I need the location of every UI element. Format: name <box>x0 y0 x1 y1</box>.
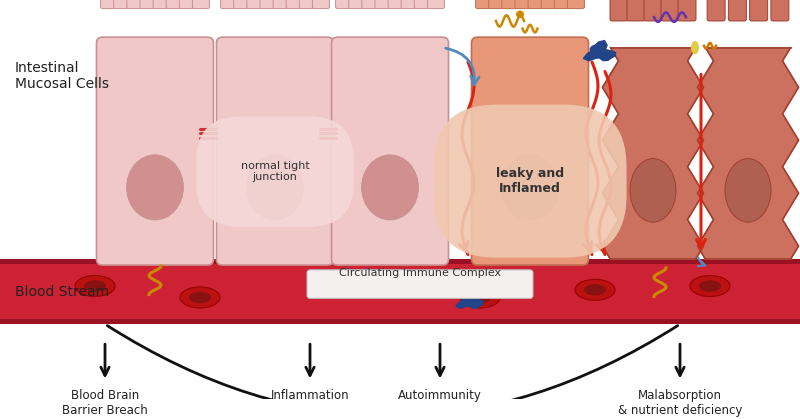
FancyBboxPatch shape <box>678 0 696 21</box>
FancyBboxPatch shape <box>707 0 725 21</box>
FancyBboxPatch shape <box>388 0 405 8</box>
Text: leaky and
Inflamed: leaky and Inflamed <box>496 167 564 195</box>
Ellipse shape <box>584 284 606 295</box>
Ellipse shape <box>575 279 615 300</box>
FancyBboxPatch shape <box>728 0 746 21</box>
Bar <box>0 259 800 264</box>
FancyBboxPatch shape <box>401 0 418 8</box>
FancyBboxPatch shape <box>331 37 449 265</box>
FancyBboxPatch shape <box>349 0 366 8</box>
Ellipse shape <box>725 158 771 222</box>
FancyBboxPatch shape <box>101 0 118 8</box>
FancyArrowPatch shape <box>446 48 479 85</box>
FancyBboxPatch shape <box>260 0 277 8</box>
Ellipse shape <box>84 280 106 292</box>
FancyBboxPatch shape <box>427 0 445 8</box>
Polygon shape <box>698 48 798 259</box>
Ellipse shape <box>126 155 183 220</box>
FancyBboxPatch shape <box>489 0 506 8</box>
FancyBboxPatch shape <box>335 0 353 8</box>
FancyBboxPatch shape <box>166 0 183 8</box>
Ellipse shape <box>516 10 524 18</box>
Text: Intestinal
Mucosal Cells: Intestinal Mucosal Cells <box>15 61 109 91</box>
FancyBboxPatch shape <box>554 0 571 8</box>
FancyArrowPatch shape <box>107 326 678 416</box>
FancyBboxPatch shape <box>375 0 392 8</box>
Polygon shape <box>602 48 703 259</box>
FancyBboxPatch shape <box>502 0 519 8</box>
Ellipse shape <box>189 292 211 303</box>
FancyBboxPatch shape <box>528 0 545 8</box>
FancyBboxPatch shape <box>307 270 533 298</box>
FancyBboxPatch shape <box>627 0 645 21</box>
Text: Blood Stream: Blood Stream <box>15 285 109 299</box>
Polygon shape <box>456 291 483 308</box>
Ellipse shape <box>502 155 558 220</box>
FancyBboxPatch shape <box>140 0 157 8</box>
Text: normal tight
junction: normal tight junction <box>241 161 310 182</box>
FancyBboxPatch shape <box>644 0 662 21</box>
FancyBboxPatch shape <box>471 37 589 265</box>
FancyBboxPatch shape <box>221 0 238 8</box>
FancyBboxPatch shape <box>234 0 250 8</box>
Ellipse shape <box>180 287 220 308</box>
Bar <box>0 319 800 324</box>
Ellipse shape <box>75 276 115 297</box>
FancyBboxPatch shape <box>299 0 316 8</box>
Text: Autoimmunity: Autoimmunity <box>398 389 482 402</box>
FancyBboxPatch shape <box>217 37 334 265</box>
FancyBboxPatch shape <box>661 0 679 21</box>
FancyBboxPatch shape <box>475 0 493 8</box>
FancyBboxPatch shape <box>153 0 170 8</box>
FancyBboxPatch shape <box>567 0 585 8</box>
Bar <box>0 259 800 324</box>
FancyBboxPatch shape <box>313 0 330 8</box>
FancyBboxPatch shape <box>286 0 303 8</box>
Ellipse shape <box>460 287 500 308</box>
FancyArrowPatch shape <box>698 257 705 266</box>
Ellipse shape <box>344 280 366 292</box>
FancyBboxPatch shape <box>541 0 558 8</box>
FancyBboxPatch shape <box>273 0 290 8</box>
FancyBboxPatch shape <box>114 0 130 8</box>
Polygon shape <box>583 41 616 61</box>
Text: Malabsorption
& nutrient deficiency: Malabsorption & nutrient deficiency <box>618 389 742 417</box>
Text: Blood Brain
Barrier Breach: Blood Brain Barrier Breach <box>62 389 148 417</box>
FancyBboxPatch shape <box>179 0 196 8</box>
Text: Circulating Immune Complex: Circulating Immune Complex <box>339 268 501 278</box>
FancyBboxPatch shape <box>127 0 144 8</box>
FancyBboxPatch shape <box>610 0 628 21</box>
Ellipse shape <box>630 158 676 222</box>
Ellipse shape <box>469 292 491 303</box>
Ellipse shape <box>362 155 418 220</box>
FancyBboxPatch shape <box>515 0 532 8</box>
FancyBboxPatch shape <box>193 0 210 8</box>
Ellipse shape <box>699 280 721 292</box>
Ellipse shape <box>246 155 303 220</box>
FancyBboxPatch shape <box>247 0 264 8</box>
FancyBboxPatch shape <box>97 37 214 265</box>
FancyBboxPatch shape <box>414 0 431 8</box>
FancyBboxPatch shape <box>771 0 789 21</box>
Ellipse shape <box>691 41 699 54</box>
Text: Inflammation: Inflammation <box>270 389 350 402</box>
Ellipse shape <box>335 276 375 297</box>
FancyBboxPatch shape <box>362 0 379 8</box>
FancyBboxPatch shape <box>750 0 768 21</box>
Ellipse shape <box>690 276 730 297</box>
